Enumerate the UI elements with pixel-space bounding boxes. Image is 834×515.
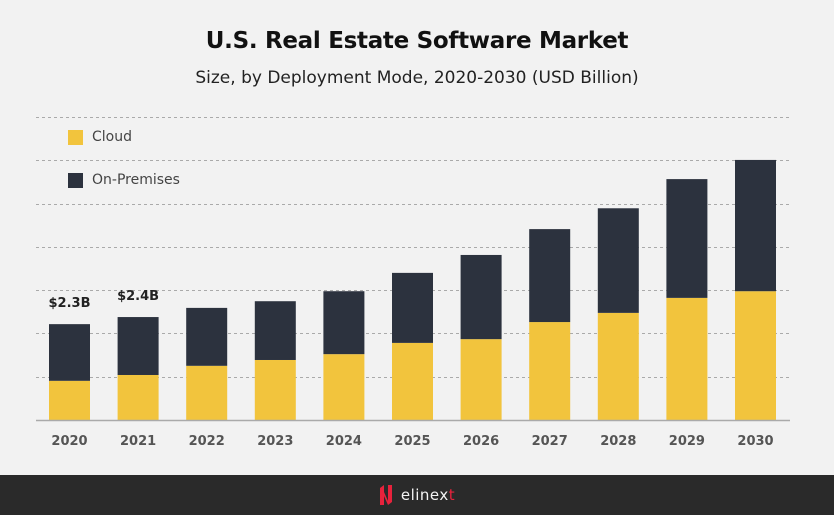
x-tick-label: 2027	[532, 434, 568, 449]
bar-cloud-2020	[49, 380, 90, 420]
bar-cloud-2023	[254, 359, 296, 420]
bar-on-premises-2028	[597, 208, 639, 313]
bar-cloud-2025	[392, 342, 433, 420]
footer: elinext	[0, 475, 834, 515]
data-labels: $2.3B $2.4B	[49, 289, 160, 311]
x-tick-label: 2020	[51, 434, 87, 449]
data-label: $2.3B	[49, 296, 91, 311]
legend-item-cloud: Cloud	[68, 129, 132, 145]
bar-cloud-2022	[186, 365, 228, 420]
bars	[49, 159, 776, 420]
x-tick-label: 2021	[120, 434, 156, 449]
chart-subtitle: Size, by Deployment Mode, 2020-2030 (USD…	[195, 68, 639, 88]
legend-label-cloud: Cloud	[92, 129, 132, 145]
bar-on-premises-2021	[117, 317, 159, 375]
bar-on-premises-2022	[186, 307, 228, 366]
x-tick-label: 2030	[737, 434, 773, 449]
x-tick-label: 2026	[463, 434, 499, 449]
x-tick-label: 2029	[669, 434, 705, 449]
bar-cloud-2026	[460, 339, 502, 420]
bar-on-premises-2020	[49, 324, 90, 381]
bar-on-premises-2029	[666, 179, 708, 298]
bar-on-premises-2025	[392, 272, 433, 343]
brand-name: elinext	[400, 486, 456, 504]
bar-on-premises-2030	[735, 159, 776, 292]
legend-label-on-premises: On-Premises	[92, 172, 180, 188]
bar-cloud-2028	[597, 312, 639, 420]
x-axis-ticks: 2020 2021 2022 2023 2024 2025 2026 2027 2028 2029…	[51, 434, 773, 449]
chart-title: U.S. Real Estate Software Market	[205, 28, 629, 54]
bar-cloud-2021	[117, 374, 159, 420]
bar-cloud-2024	[323, 354, 365, 420]
bar-on-premises-2027	[529, 229, 571, 323]
bar-on-premises-2023	[254, 301, 296, 360]
x-tick-label: 2023	[257, 434, 293, 449]
legend-item-on-premises: On-Premises	[68, 172, 180, 188]
x-tick-label: 2024	[326, 434, 362, 449]
bar-cloud-2030	[735, 291, 776, 420]
legend-swatch-cloud	[68, 129, 83, 145]
bar-on-premises-2026	[460, 254, 502, 340]
brand-logo[interactable]: elinext	[379, 484, 455, 506]
data-label: $2.4B	[117, 289, 159, 304]
bar-on-premises-2024	[323, 291, 365, 355]
bar-cloud-2029	[666, 297, 708, 420]
elinext-logo-icon	[379, 485, 392, 505]
bar-cloud-2027	[529, 322, 571, 420]
chart-area: $2.3B $2.4B 2020 2021 2022 2023 2024 2025 2026 2…	[36, 117, 790, 449]
x-tick-label: 2025	[394, 434, 430, 449]
legend-swatch-on-premises	[68, 172, 83, 188]
x-tick-label: 2028	[600, 434, 636, 449]
x-tick-label: 2022	[189, 434, 225, 449]
